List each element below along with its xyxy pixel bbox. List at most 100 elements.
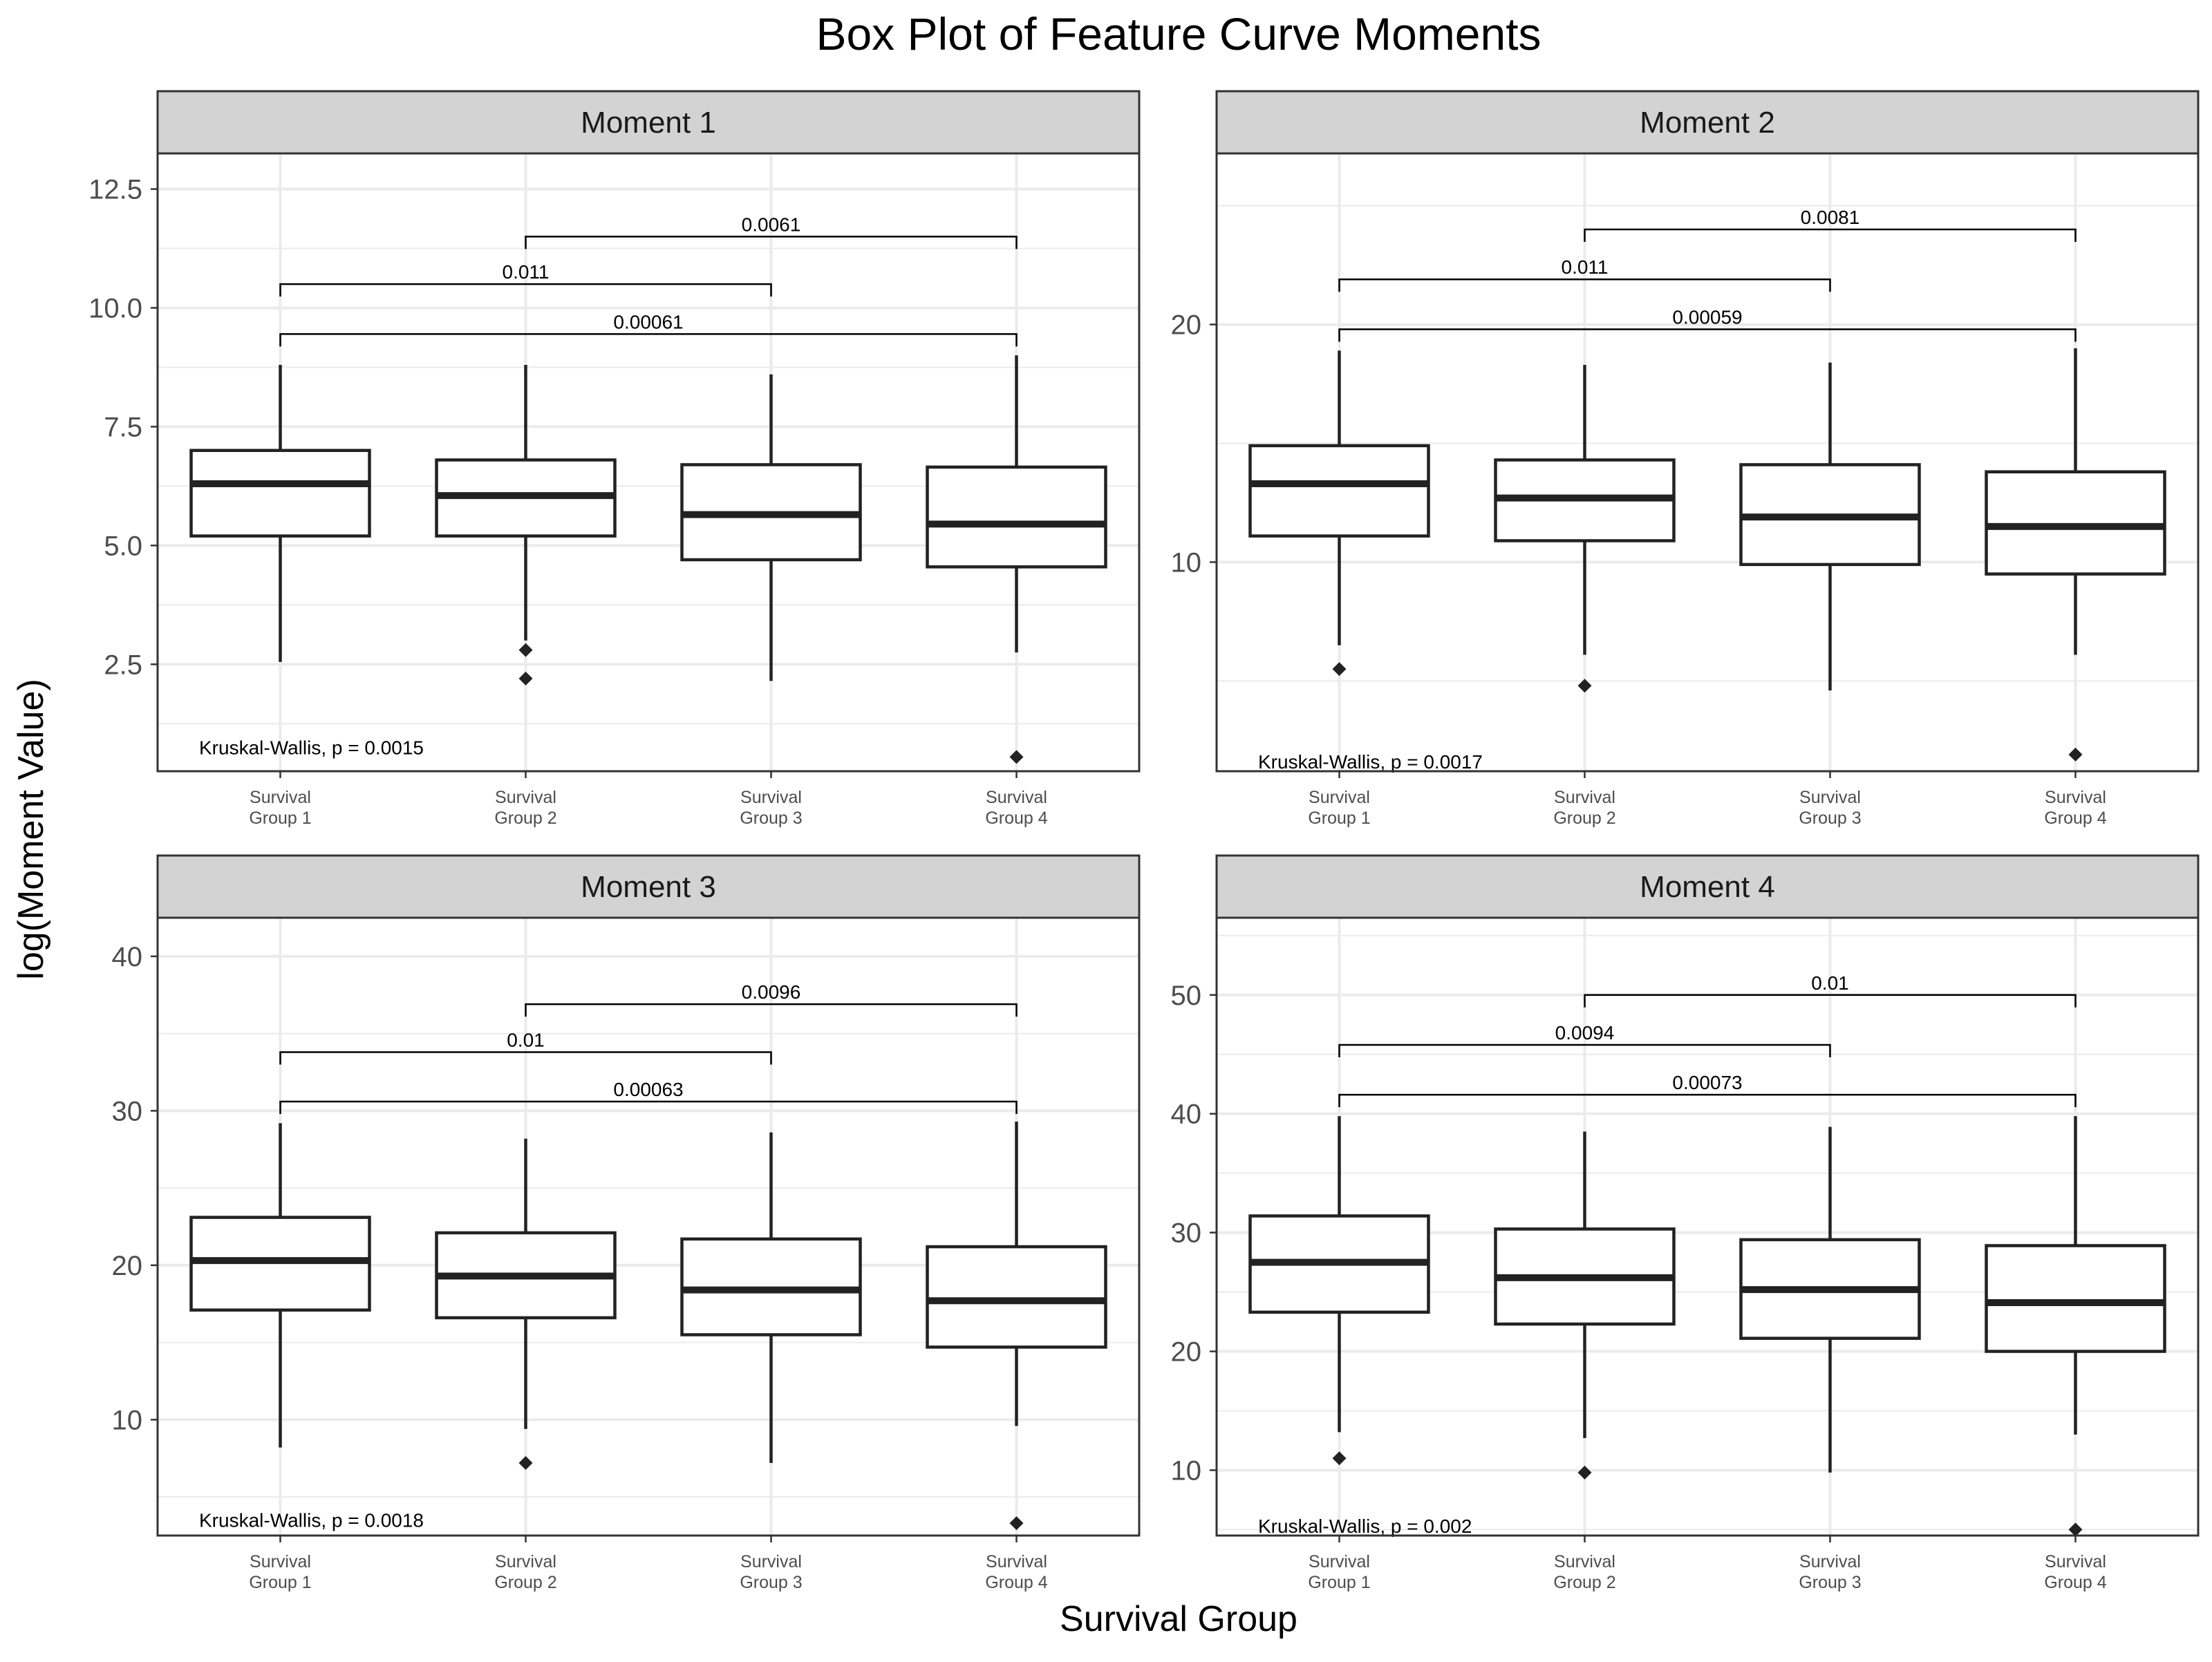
x-tick-label: Survival bbox=[986, 788, 1047, 807]
box-group-1 bbox=[1248, 1116, 1430, 1466]
x-tick-label: Group 1 bbox=[249, 1573, 311, 1592]
x-tick-label: Group 1 bbox=[249, 809, 311, 828]
comparison-bracket bbox=[1338, 1093, 2077, 1108]
comparison-bracket bbox=[279, 1051, 772, 1065]
x-tick-label: Survival bbox=[1554, 788, 1615, 807]
x-tick-label: Survival bbox=[250, 788, 311, 807]
x-tick-label: Group 1 bbox=[1308, 809, 1370, 828]
kruskal-wallis-label: Kruskal-Wallis, p = 0.0018 bbox=[199, 1510, 424, 1531]
outlier-point bbox=[518, 1455, 533, 1470]
x-tick-label: Survival bbox=[740, 788, 802, 807]
panels-layer: 2.5 5.0 7.5 10.0 12.5 0.0061 0.011 0.00061 Krusk… bbox=[88, 90, 2200, 1592]
box-group-4 bbox=[926, 1122, 1107, 1531]
box-group-2 bbox=[435, 1138, 617, 1470]
comparison-p-value: 0.011 bbox=[503, 261, 550, 283]
x-tick-label: Group 4 bbox=[2044, 1573, 2106, 1592]
y-tick-label: 20 bbox=[112, 1251, 143, 1281]
facet-strip bbox=[156, 90, 1141, 155]
y-tick-label: 10 bbox=[112, 1405, 143, 1435]
x-tick-label: Survival bbox=[1799, 788, 1861, 807]
comparison-bracket bbox=[279, 333, 1018, 347]
x-tick-label: Group 3 bbox=[740, 809, 802, 828]
y-tick-label: 20 bbox=[1171, 1337, 1202, 1368]
outlier-point bbox=[2068, 1522, 2083, 1537]
x-tick-label: Group 4 bbox=[985, 809, 1047, 828]
comparison-p-value: 0.00073 bbox=[1672, 1072, 1742, 1093]
x-axis-label: Survival Group bbox=[1060, 1599, 1297, 1639]
box-group-2 bbox=[1494, 1131, 1676, 1480]
outlier-point bbox=[2068, 747, 2083, 762]
facet-strip-label: Moment 1 bbox=[581, 106, 716, 140]
y-tick-label: 2.5 bbox=[104, 650, 142, 680]
box-iqr bbox=[926, 1245, 1107, 1349]
box-iqr bbox=[926, 465, 1107, 569]
box-group-2 bbox=[1494, 365, 1676, 693]
comparison-p-value: 0.00061 bbox=[613, 311, 683, 332]
kruskal-wallis-label: Kruskal-Wallis, p = 0.002 bbox=[1258, 1515, 1472, 1537]
comparison-p-value: 0.00059 bbox=[1672, 306, 1742, 328]
y-tick-label: 30 bbox=[1171, 1218, 1202, 1249]
kruskal-wallis-label: Kruskal-Wallis, p = 0.0015 bbox=[199, 737, 424, 759]
box-group-3 bbox=[1739, 1126, 1921, 1473]
y-tick-label: 40 bbox=[112, 942, 143, 972]
box-group-1 bbox=[189, 365, 371, 662]
panel-4: 10 20 30 40 50 0.01 0.0094 0.00073 Kruskal-Walli… bbox=[1171, 854, 2200, 1592]
y-tick-label: 50 bbox=[1171, 981, 1202, 1011]
box-iqr bbox=[189, 448, 371, 538]
comparison-bracket bbox=[525, 236, 1018, 249]
comparison-p-value: 0.0081 bbox=[1801, 207, 1860, 228]
box-group-4 bbox=[1985, 348, 2166, 762]
comparison-p-value: 0.01 bbox=[507, 1029, 545, 1050]
y-tick-label: 20 bbox=[1171, 310, 1202, 341]
x-tick-label: Group 2 bbox=[1553, 809, 1615, 828]
x-tick-label: Group 1 bbox=[1308, 1573, 1370, 1592]
facet-strip-label: Moment 3 bbox=[581, 870, 716, 904]
comparison-bracket bbox=[1338, 278, 1831, 292]
outlier-point bbox=[518, 671, 533, 686]
x-tick-label: Survival bbox=[1554, 1552, 1615, 1571]
box-group-4 bbox=[1985, 1116, 2166, 1537]
x-tick-label: Group 3 bbox=[740, 1573, 802, 1592]
comparison-p-value: 0.01 bbox=[1811, 972, 1849, 994]
box-group-1 bbox=[1248, 350, 1430, 677]
x-tick-label: Survival bbox=[986, 1552, 1047, 1571]
x-tick-label: Survival bbox=[740, 1552, 802, 1571]
chart-title: Box Plot of Feature Curve Moments bbox=[816, 8, 1541, 59]
comparison-p-value: 0.0061 bbox=[742, 214, 801, 235]
y-tick-label: 5.0 bbox=[104, 531, 142, 561]
x-tick-label: Group 2 bbox=[494, 809, 556, 828]
x-tick-label: Survival bbox=[495, 788, 556, 807]
x-tick-label: Survival bbox=[1309, 1552, 1370, 1571]
facet-strip-label: Moment 2 bbox=[1640, 106, 1775, 140]
y-axis-label: log(Moment Value) bbox=[11, 679, 51, 979]
comparison-bracket bbox=[1584, 228, 2077, 243]
box-group-1 bbox=[189, 1123, 371, 1448]
comparison-bracket bbox=[1584, 994, 2077, 1008]
x-tick-label: Survival bbox=[495, 1552, 556, 1571]
comparison-bracket bbox=[279, 283, 772, 297]
y-tick-label: 7.5 bbox=[104, 412, 142, 442]
x-tick-label: Survival bbox=[250, 1552, 311, 1571]
y-tick-label: 10 bbox=[1171, 547, 1202, 578]
facet-strip bbox=[156, 854, 1141, 919]
panel-2: 10 20 0.0081 0.011 0.00059 Kruskal-Wallis, p … bbox=[1171, 90, 2200, 828]
comparison-p-value: 0.011 bbox=[1562, 256, 1609, 278]
kruskal-wallis-label: Kruskal-Wallis, p = 0.0017 bbox=[1258, 751, 1483, 773]
y-tick-label: 30 bbox=[112, 1096, 143, 1126]
x-tick-label: Group 4 bbox=[2044, 809, 2106, 828]
box-group-3 bbox=[1739, 362, 1921, 691]
facet-strip bbox=[1215, 854, 2200, 919]
comparison-p-value: 0.0094 bbox=[1555, 1022, 1615, 1044]
box-group-2 bbox=[435, 365, 617, 686]
outlier-point bbox=[518, 643, 533, 657]
box-group-3 bbox=[680, 374, 862, 681]
comparison-bracket bbox=[1338, 328, 2077, 342]
x-tick-label: Survival bbox=[1309, 788, 1370, 807]
box-iqr bbox=[1985, 470, 2166, 576]
outlier-point bbox=[1332, 662, 1347, 677]
box-iqr bbox=[1985, 1244, 2166, 1353]
x-tick-label: Group 3 bbox=[1799, 809, 1861, 828]
outlier-point bbox=[1009, 1516, 1024, 1531]
box-iqr bbox=[1248, 444, 1430, 538]
